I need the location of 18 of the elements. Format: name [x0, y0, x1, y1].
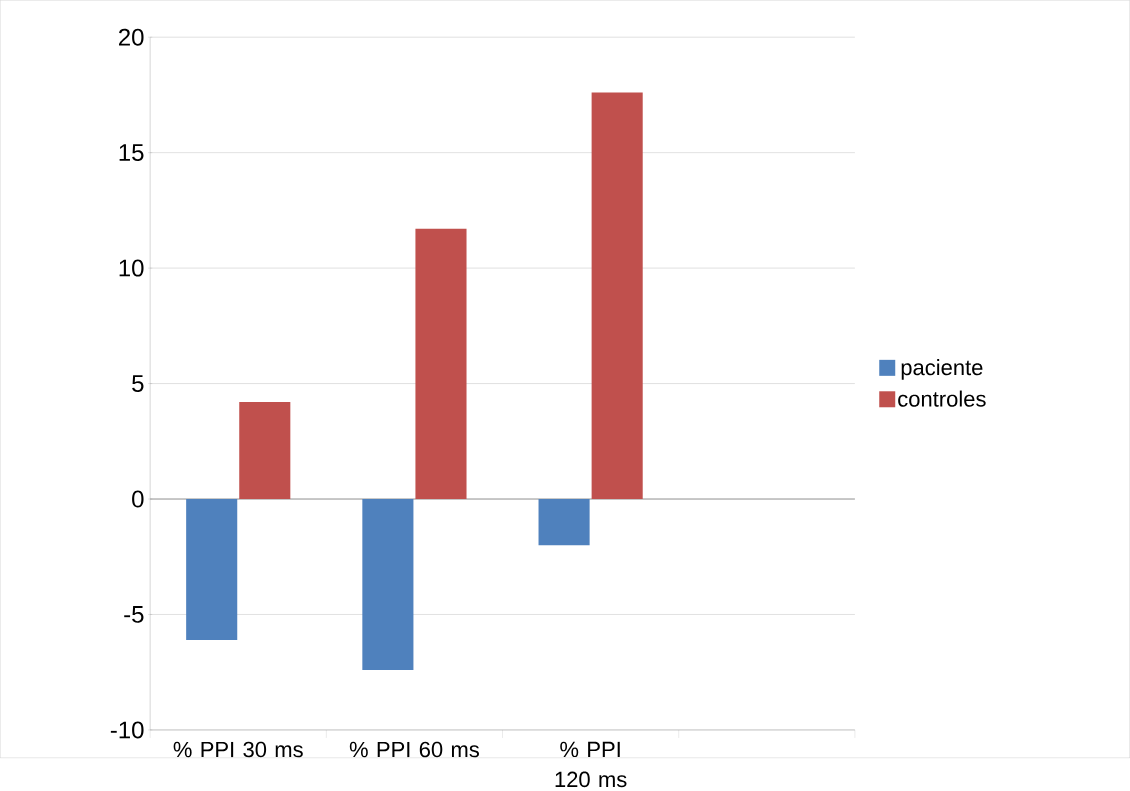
- legend-label: paciente: [901, 359, 983, 380]
- x-tick-label: % PPI 30 ms: [173, 741, 303, 758]
- y-tick-label: 20: [119, 28, 144, 46]
- y-tick-label: 10: [119, 259, 144, 277]
- bar: [415, 229, 467, 500]
- y-tick-label: 0: [132, 490, 144, 508]
- bar: [591, 92, 643, 500]
- bar: [362, 499, 414, 671]
- x-tick-label: % PPI 120 ms: [555, 741, 627, 788]
- y-tick-label: 5: [132, 375, 144, 393]
- bar: [538, 499, 590, 546]
- bar: [239, 402, 291, 500]
- y-tick-label: -10: [110, 721, 144, 739]
- y-tick-label: -5: [124, 606, 144, 624]
- bar: [186, 499, 238, 641]
- y-tick-label: 15: [119, 144, 144, 162]
- legend-label: controles: [898, 390, 986, 407]
- x-tick-label: % PPI 60 ms: [349, 741, 479, 758]
